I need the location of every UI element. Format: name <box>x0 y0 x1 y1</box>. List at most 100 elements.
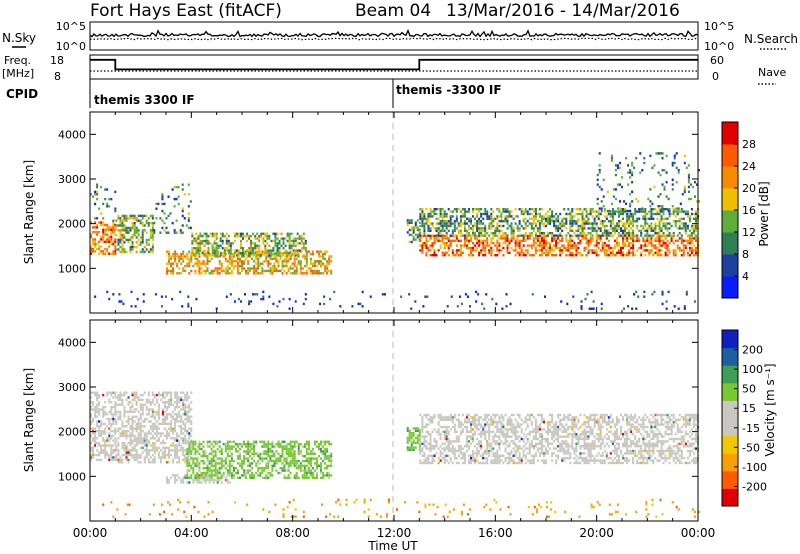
power-cell <box>114 207 117 210</box>
velocity-cell <box>412 446 415 449</box>
power-cell <box>182 260 185 263</box>
power-cell <box>595 229 598 232</box>
velocity-cell <box>320 447 323 451</box>
power-cell <box>463 242 466 245</box>
power-cell <box>510 210 513 213</box>
power-cell <box>227 242 230 245</box>
power-cell <box>439 229 442 232</box>
power-cell <box>526 234 529 238</box>
power-cell <box>149 250 152 254</box>
velocity-cell <box>204 474 207 477</box>
power-cell <box>587 249 590 252</box>
power-cell <box>435 239 438 242</box>
velocity-cell <box>123 408 126 411</box>
power-cell <box>569 244 572 247</box>
power-cell <box>690 251 693 254</box>
power-cell <box>660 239 663 242</box>
power-cell <box>671 188 674 191</box>
power-cell <box>419 229 422 232</box>
velocity-cell <box>224 445 227 448</box>
power-cell <box>569 254 572 257</box>
power-cell <box>94 245 97 248</box>
power-cell <box>187 295 190 298</box>
velocity-cell <box>186 410 189 414</box>
velocity-cell <box>263 445 266 448</box>
power-cell <box>285 260 288 263</box>
velocity-cell <box>271 455 274 458</box>
power-cell <box>108 235 111 239</box>
power-cell <box>195 232 198 235</box>
velocity-cell <box>267 471 270 475</box>
velocity-cell <box>453 452 456 455</box>
velocity-cell <box>271 467 274 470</box>
power-cell <box>287 267 290 270</box>
power-cell <box>437 234 440 237</box>
power-cell <box>484 251 487 254</box>
velocity-cell <box>283 457 286 460</box>
power-cell <box>596 178 599 181</box>
velocity-cell <box>90 446 93 450</box>
velocity-cell <box>186 471 189 475</box>
power-cell <box>534 242 537 245</box>
power-cell <box>320 255 323 258</box>
velocity-cell <box>435 445 438 448</box>
power-cell <box>583 249 586 252</box>
power-cell <box>636 249 639 252</box>
velocity-cell <box>307 467 310 470</box>
velocity-cell <box>90 413 93 416</box>
power-cell <box>506 244 509 247</box>
power-cell <box>684 212 687 216</box>
power-cell <box>571 246 574 250</box>
velocity-cell <box>190 476 193 479</box>
velocity-cell <box>431 447 434 450</box>
power-cell <box>551 232 554 235</box>
power-cell <box>589 242 592 245</box>
velocity-cell <box>131 453 134 457</box>
power-cell <box>121 236 124 239</box>
power-cell <box>553 237 556 240</box>
velocity-cell <box>159 398 162 402</box>
velocity-cell <box>425 430 428 433</box>
power-cell <box>540 242 543 245</box>
power-cell <box>311 262 314 265</box>
power-cell <box>218 272 221 275</box>
velocity-cell <box>145 444 148 447</box>
velocity-cell <box>439 452 442 455</box>
velocity-cell <box>447 445 450 448</box>
power-cell <box>118 293 121 296</box>
power-cell <box>242 251 245 255</box>
power-cell <box>165 217 168 220</box>
power-cell <box>690 246 693 250</box>
velocity-cell <box>115 453 118 457</box>
power-cell <box>174 250 177 253</box>
power-cell <box>305 269 308 273</box>
power-cell <box>632 224 635 228</box>
power-cell <box>534 222 537 225</box>
power-cell <box>486 215 489 218</box>
velocity-cell <box>437 428 440 431</box>
velocity-cell <box>168 391 171 394</box>
power-cell <box>482 222 485 225</box>
velocity-cell <box>188 469 191 472</box>
power-cell <box>557 246 560 250</box>
power-cell <box>589 210 592 213</box>
power-cell <box>439 210 442 213</box>
power-cell <box>622 210 625 213</box>
power-cell <box>616 164 619 167</box>
power-cell <box>642 224 645 228</box>
velocity-cell <box>425 425 428 429</box>
velocity-cell <box>243 440 246 443</box>
power-cell <box>551 239 554 242</box>
velocity-cell <box>437 447 440 450</box>
power-cell <box>516 224 519 228</box>
velocity-cell <box>224 467 227 470</box>
power-cell <box>496 215 499 218</box>
power-cell <box>600 209 603 213</box>
power-cell <box>453 224 456 228</box>
power-cell <box>115 233 118 237</box>
power-cell <box>585 242 588 245</box>
velocity-cell <box>180 420 183 423</box>
velocity-cell <box>326 471 329 475</box>
power-cell <box>496 242 499 245</box>
power-cell <box>502 242 505 245</box>
